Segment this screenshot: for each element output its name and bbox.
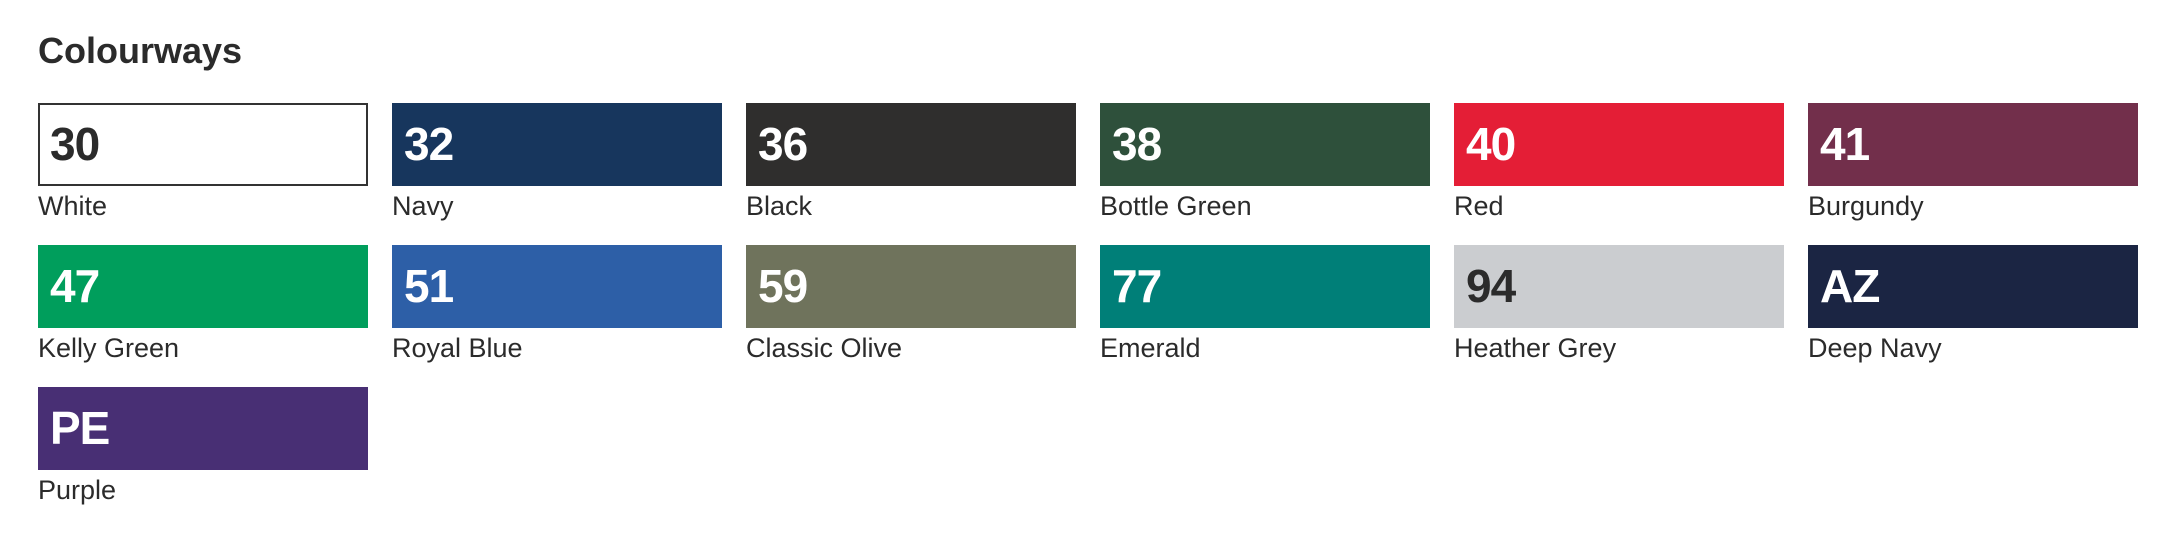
section-heading: Colourways (38, 30, 243, 71)
colour-code: PE (50, 402, 110, 454)
colour-swatch[interactable]: 36 (746, 103, 1076, 186)
colour-name: Deep Navy (1808, 333, 1942, 363)
colour-name: Heather Grey (1454, 333, 1617, 363)
colourway-item[interactable]: 94 Heather Grey (1454, 245, 1784, 363)
colourway-item[interactable]: 77 Emerald (1100, 245, 1430, 363)
colour-swatch[interactable]: 32 (392, 103, 722, 186)
colour-code: 40 (1466, 118, 1516, 170)
colour-swatch[interactable]: 77 (1100, 245, 1430, 328)
colour-name: Kelly Green (38, 333, 180, 363)
colour-code: 51 (404, 260, 454, 312)
colour-swatch[interactable]: AZ (1808, 245, 2138, 328)
colourway-item[interactable]: 36 Black (746, 103, 1076, 221)
colour-swatch[interactable]: 47 (38, 245, 368, 328)
colour-name: Burgundy (1808, 191, 1924, 221)
colourway-item[interactable]: PE Purple (38, 387, 368, 505)
colour-name: Black (746, 191, 813, 221)
colour-name: Red (1454, 191, 1504, 221)
colourway-item[interactable]: 40 Red (1454, 103, 1784, 221)
colour-code: 38 (1112, 118, 1162, 170)
colour-code: 59 (758, 260, 808, 312)
colourway-item[interactable]: 30 White (38, 103, 368, 221)
colour-code: 47 (50, 260, 100, 312)
colourway-item[interactable]: 59 Classic Olive (746, 245, 1076, 363)
colour-name: Emerald (1100, 333, 1201, 363)
colourway-item[interactable]: 32 Navy (392, 103, 722, 221)
colour-name: Purple (38, 475, 117, 505)
colour-name: White (38, 191, 108, 221)
colour-swatch[interactable]: 38 (1100, 103, 1430, 186)
colour-swatch[interactable]: 51 (392, 245, 722, 328)
colour-code: 77 (1112, 260, 1162, 312)
colour-swatch[interactable]: 94 (1454, 245, 1784, 328)
colour-name: Bottle Green (1100, 191, 1252, 221)
colourway-item[interactable]: AZ Deep Navy (1808, 245, 2138, 363)
colourway-item[interactable]: 38 Bottle Green (1100, 103, 1430, 221)
colour-swatch[interactable]: 40 (1454, 103, 1784, 186)
colour-code: AZ (1820, 260, 1880, 312)
colourway-item[interactable]: 51 Royal Blue (392, 245, 722, 363)
colour-code: 41 (1820, 118, 1870, 170)
colourway-grid: 30 White 32 Navy 36 Black 38 Bottle Green 40 Red 4… (38, 103, 2138, 505)
colour-name: Navy (392, 191, 454, 221)
colour-code: 94 (1466, 260, 1516, 312)
colour-swatch[interactable]: 41 (1808, 103, 2138, 186)
colour-swatch[interactable]: 30 (38, 103, 368, 186)
colour-swatch[interactable]: PE (38, 387, 368, 470)
colour-swatch[interactable]: 59 (746, 245, 1076, 328)
colour-name: Classic Olive (746, 333, 903, 363)
colourway-item[interactable]: 47 Kelly Green (38, 245, 368, 363)
colour-name: Royal Blue (392, 333, 523, 363)
colour-code: 30 (50, 118, 100, 170)
colourway-item[interactable]: 41 Burgundy (1808, 103, 2138, 221)
colour-code: 36 (758, 118, 808, 170)
colour-code: 32 (404, 118, 454, 170)
